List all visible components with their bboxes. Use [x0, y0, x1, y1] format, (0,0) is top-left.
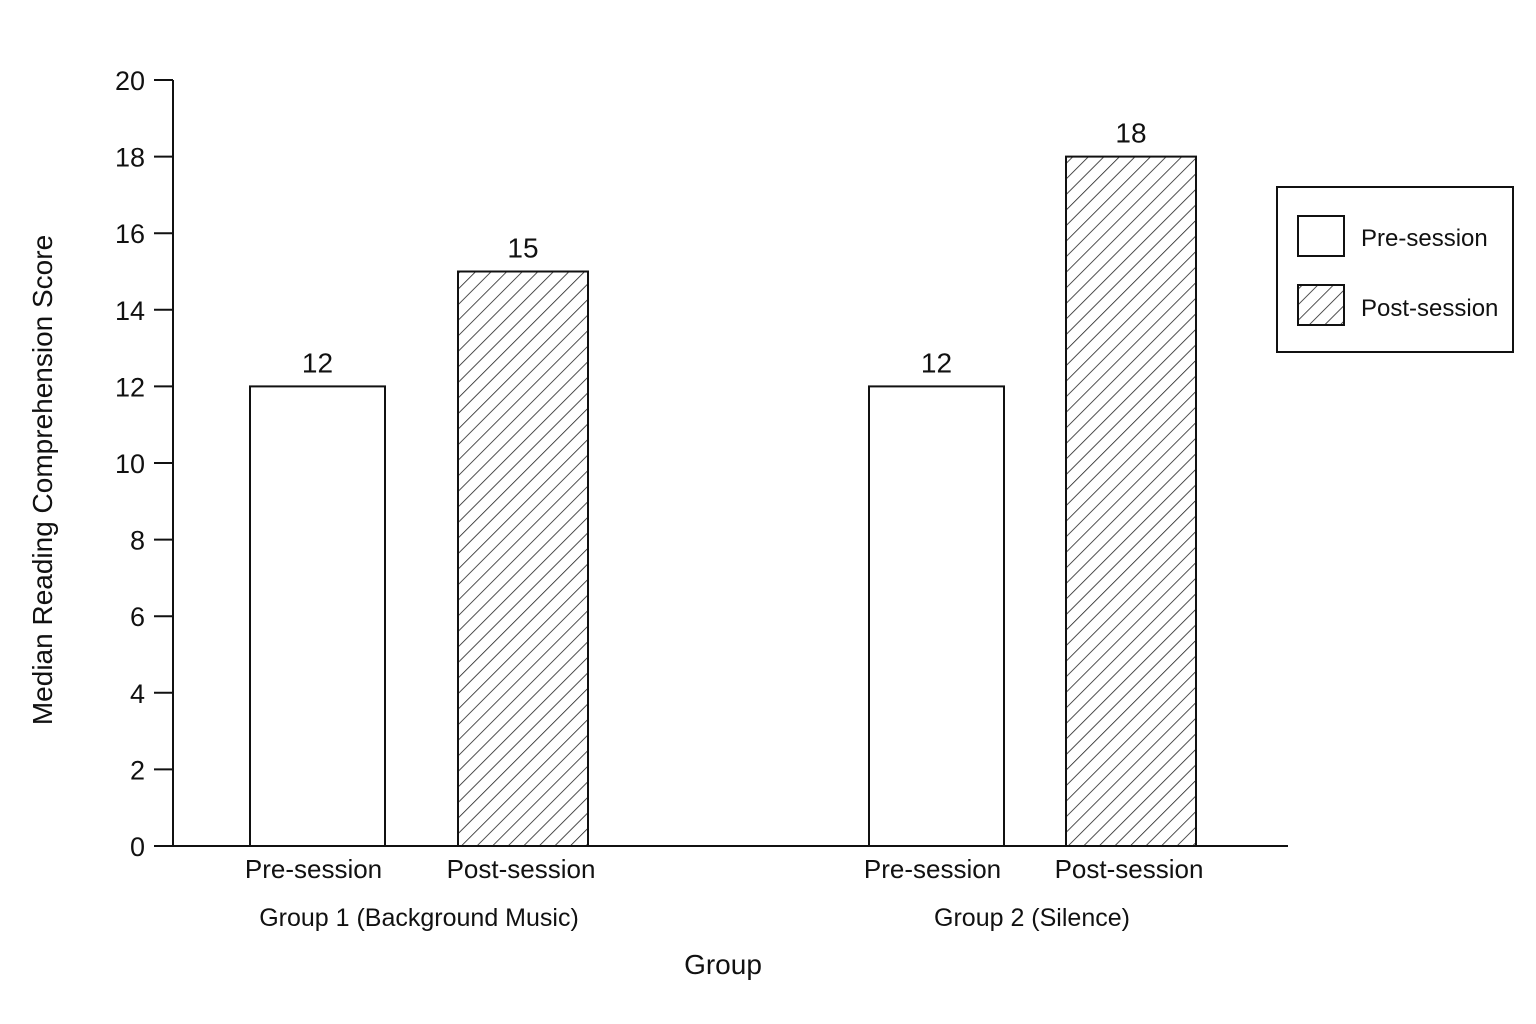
data-label: 18 [1115, 118, 1146, 149]
x-category-label: Pre-session [864, 854, 1001, 884]
x-category-label: Post-session [447, 854, 596, 884]
group-label: Group 1 (Background Music) [259, 904, 579, 932]
legend-label-pre-session: Pre-session [1361, 225, 1488, 252]
x-category-label: Pre-session [245, 854, 382, 884]
x-category-label: Post-session [1055, 854, 1204, 884]
legend-swatch-pre-session [1297, 215, 1345, 257]
y-axis-title: Median Reading Comprehension Score [27, 235, 58, 725]
y-tick-label: 20 [115, 66, 145, 96]
legend-label-post-session: Post-session [1361, 295, 1498, 322]
y-axis: 0 2 4 6 8 10 12 14 16 18 20 [115, 66, 174, 862]
y-tick-label: 6 [130, 602, 145, 632]
bar-1-post-session [457, 270, 589, 847]
bar-1-pre-session [249, 385, 386, 847]
bar-2-pre-session [868, 385, 1005, 847]
data-label: 12 [921, 347, 952, 378]
data-label: 15 [507, 233, 538, 264]
x-axis-title: Group [684, 949, 762, 980]
y-tick-label: 8 [130, 526, 145, 556]
data-label: 12 [302, 347, 333, 378]
y-tick-label: 14 [115, 296, 145, 326]
y-tick-label: 10 [115, 449, 145, 479]
y-tick-label: 2 [130, 755, 145, 785]
bars [249, 155, 1197, 848]
bar-2-post-session [1065, 155, 1197, 848]
group-label: Group 2 (Silence) [934, 904, 1130, 932]
y-tick-label: 16 [115, 219, 145, 249]
labels: 12 Pre-session 15 Post-session Group 1 (Back… [245, 118, 1204, 932]
y-tick-label: 12 [115, 372, 145, 402]
y-tick-label: 4 [130, 679, 145, 709]
legend: Pre-session Post-session [1276, 186, 1514, 353]
y-tick-label: 18 [115, 143, 145, 173]
legend-swatch-post-session [1297, 284, 1345, 326]
y-tick-label: 0 [130, 832, 145, 862]
legend-box [1276, 186, 1514, 353]
